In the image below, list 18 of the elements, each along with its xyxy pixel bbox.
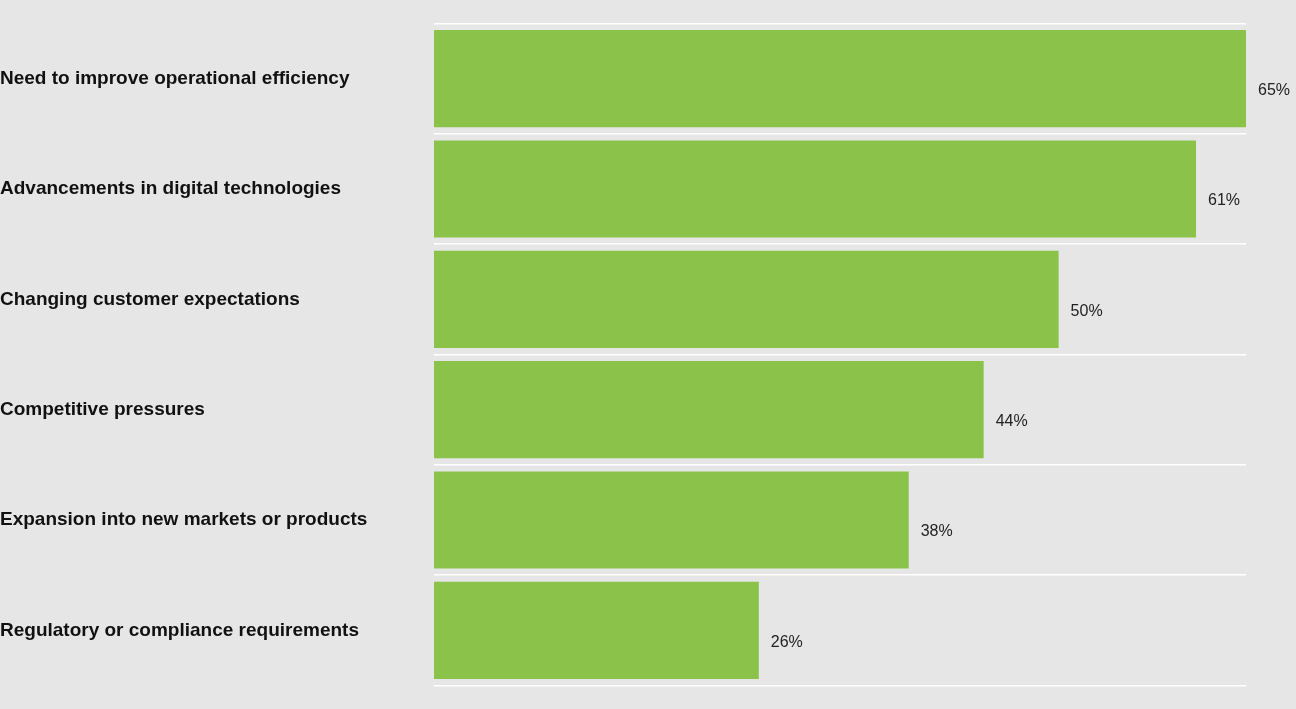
bar <box>434 471 909 569</box>
y-tick-label: Competitive pressures <box>0 397 205 419</box>
bar <box>434 581 759 679</box>
data-label: 61% <box>1208 191 1241 209</box>
data-label: 38% <box>920 522 953 540</box>
y-tick-label: Need to improve operational efficiency <box>0 66 350 88</box>
bar <box>434 250 1059 348</box>
bar <box>434 140 1197 238</box>
data-label: 65% <box>1258 80 1291 98</box>
y-tick-label: Changing customer expectations <box>0 287 300 309</box>
bar <box>434 30 1246 128</box>
y-tick-label: Expansion into new markets or products <box>0 508 368 530</box>
data-label: 50% <box>1070 301 1103 319</box>
data-label: 26% <box>770 632 803 650</box>
bar <box>434 361 984 459</box>
y-tick-label: Advancements in digital technologies <box>0 177 342 199</box>
data-label: 44% <box>995 412 1028 430</box>
y-tick-label: Regulatory or compliance requirements <box>0 618 359 640</box>
